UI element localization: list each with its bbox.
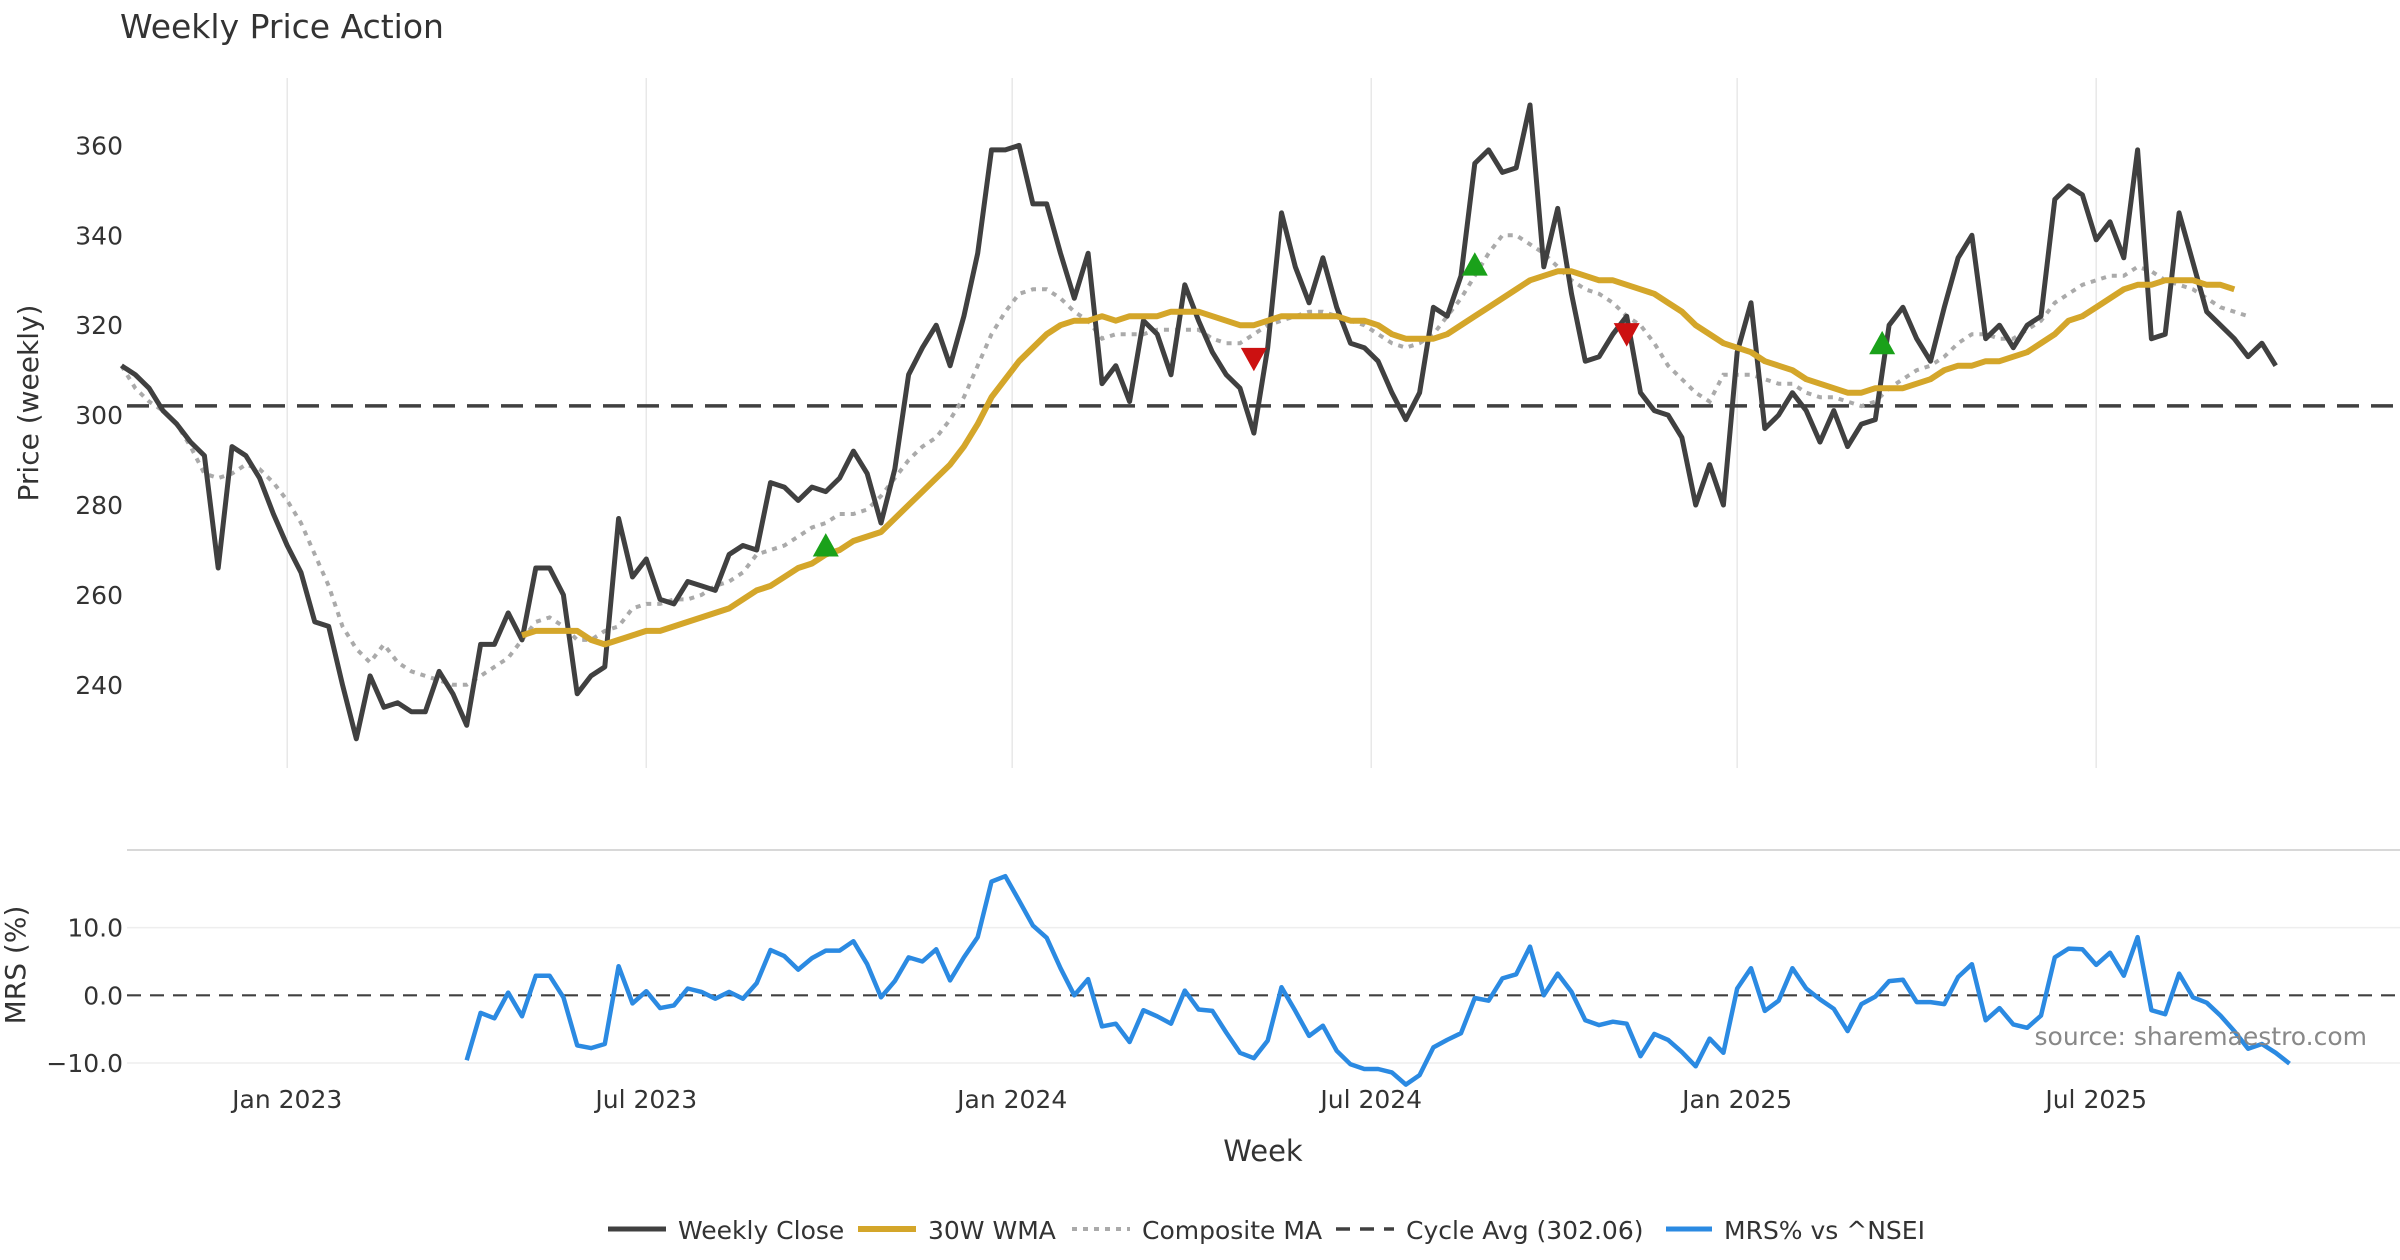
buy-signal-marker <box>1869 330 1896 355</box>
price-y-tick-label: 240 <box>75 671 123 700</box>
x-ticks: Jan 2023 Jul 2023 Jan 2024 Jul 2024 Jan 2025… <box>230 1085 2147 1114</box>
price-y-ticks: 240 260 280 300 320 340 360 <box>75 131 123 699</box>
price-vertical-grid <box>286 78 2097 768</box>
source-label: source: sharemaestro.com <box>2035 1022 2368 1051</box>
price-y-tick-label: 340 <box>75 221 123 250</box>
x-axis-label: Week <box>1223 1134 1303 1168</box>
x-tick-label: Jul 2024 <box>1318 1085 1422 1114</box>
mrs-y-tick-label: −10.0 <box>46 1049 123 1078</box>
price-y-tick-label: 280 <box>75 491 123 520</box>
buy-signal-marker <box>812 533 839 557</box>
wma-30w-line <box>521 268 2236 648</box>
x-tick-label: Jan 2025 <box>1680 1085 1792 1114</box>
price-y-tick-label: 300 <box>75 401 123 430</box>
chart-title: Weekly Price Action <box>120 7 444 46</box>
legend-label-mrs: MRS% vs ^NSEI <box>1724 1216 1925 1245</box>
price-y-tick-label: 260 <box>75 581 123 610</box>
x-tick-label: Jan 2023 <box>230 1085 342 1114</box>
price-y-tick-label: 360 <box>75 131 123 160</box>
sell-signal-marker <box>1613 323 1640 347</box>
legend-label-close: Weekly Close <box>678 1216 844 1245</box>
x-tick-label: Jul 2023 <box>593 1085 697 1114</box>
weekly-close-line <box>120 102 2278 742</box>
mrs-grid <box>127 926 2400 1064</box>
buy-signal-marker <box>1461 252 1488 276</box>
legend-label-cycle: Cycle Avg (302.06) <box>1406 1216 1644 1245</box>
mrs-line <box>464 873 2291 1087</box>
sell-signal-marker <box>1240 347 1267 372</box>
price-y-axis-label: Price (weekly) <box>12 305 45 502</box>
price-y-tick-label: 320 <box>75 311 123 340</box>
mrs-y-tick-label: 0.0 <box>83 981 123 1010</box>
signal-markers <box>812 252 1896 557</box>
legend-label-wma: 30W WMA <box>928 1216 1056 1245</box>
x-tick-label: Jul 2025 <box>2043 1085 2147 1114</box>
mrs-y-tick-label: 10.0 <box>67 914 123 943</box>
mrs-y-axis-label: MRS (%) <box>0 906 32 1025</box>
mrs-y-ticks: −10.0 0.0 10.0 <box>46 914 123 1078</box>
legend-label-composite: Composite MA <box>1142 1216 1322 1245</box>
x-tick-label: Jan 2024 <box>955 1085 1067 1114</box>
legend: Weekly Close 30W WMA Composite MA Cycle … <box>608 1216 1925 1245</box>
